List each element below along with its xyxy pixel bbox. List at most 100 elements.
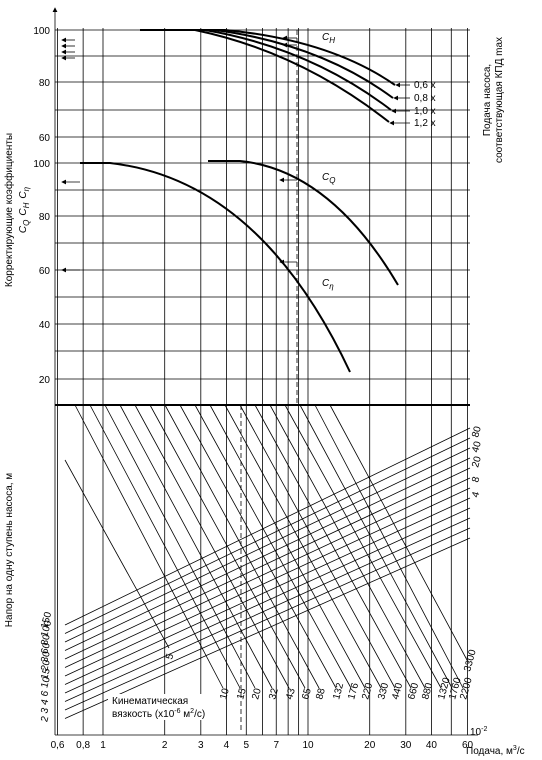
- symbol-sub: Q: [22, 220, 31, 226]
- viscosity-line: [239, 404, 396, 689]
- x-tick-label: 30: [400, 740, 412, 751]
- x-tick-label: 7: [273, 740, 279, 751]
- x-axis-title: Подача, м3/с: [466, 745, 525, 757]
- head-line: [64, 447, 471, 643]
- viscosity-label: 660: [406, 681, 421, 700]
- right-axis-title: соответствующая КПД max: [494, 37, 505, 163]
- x-tick-label: 2: [162, 740, 168, 751]
- symbol-sub: η: [22, 186, 31, 191]
- viscosity-label: 220: [360, 681, 375, 700]
- head-line: [64, 467, 471, 660]
- viscosity-label: 15: [235, 687, 249, 701]
- symbol-main: C: [322, 172, 330, 183]
- caption-part: /с): [194, 709, 205, 720]
- viscosity-line: [179, 404, 337, 689]
- head-label-left: 60: [39, 641, 53, 655]
- head-line: [64, 487, 471, 677]
- head-label-right: 80: [470, 425, 484, 439]
- symbol-main: C: [322, 32, 330, 43]
- viscosity-label: 880: [420, 681, 435, 700]
- viscosity-line: [314, 404, 464, 689]
- head-axis-title: Напор на одну ступень насоса, м: [4, 473, 15, 627]
- viscosity-label: 32: [267, 687, 281, 701]
- head-line: [64, 517, 471, 702]
- viscosity-label: 132: [331, 681, 346, 700]
- flow-label: 1,0 x: [414, 106, 436, 117]
- y-tick-label: 100: [33, 26, 50, 37]
- flow-label: 0,6 x: [414, 80, 436, 91]
- head-label-right: 8: [470, 475, 482, 484]
- viscosity-line: [284, 404, 442, 689]
- head-title: Напор на одну ступень насоса, м: [4, 473, 15, 627]
- x-tick-label: 4: [224, 740, 230, 751]
- head-label-left: 150: [39, 610, 54, 629]
- head-line: [64, 477, 471, 668]
- caption-exp: 2: [190, 708, 194, 715]
- x-tick-label: 40: [426, 740, 438, 751]
- viscosity-line: [64, 459, 170, 649]
- caption-exp: -6: [174, 708, 180, 715]
- viscosity-line: [329, 404, 468, 661]
- x-tick-label: 0,8: [76, 740, 90, 751]
- caption-bg: [108, 694, 212, 720]
- viscosity-label: 20: [250, 687, 264, 701]
- viscosity-line: [269, 404, 426, 689]
- x-tick-label: 10: [302, 740, 314, 751]
- head-line: [64, 507, 471, 694]
- head-label-right: 4: [470, 490, 482, 499]
- caption-line: вязкость (x10-6 м2/с): [112, 708, 205, 720]
- head-label-right: 40: [470, 440, 484, 454]
- x-tick-label: 20: [364, 740, 376, 751]
- x-tick-label: 60: [462, 740, 474, 751]
- viscosity-line: [89, 404, 241, 689]
- symbol-main: C: [322, 278, 330, 289]
- viscosity-line: [194, 404, 352, 689]
- head-label-left: 100: [39, 619, 54, 638]
- symbol-sub: η: [329, 282, 334, 291]
- viscosity-line: [209, 404, 366, 689]
- caption-line: Кинематическая: [112, 696, 188, 707]
- head-label-left: 10: [39, 675, 53, 689]
- symbol-sub: Q: [329, 176, 335, 185]
- mult-base: 10: [470, 727, 482, 738]
- viscosity-line: [119, 404, 273, 689]
- x-tick-label: 3: [198, 740, 204, 751]
- flow-label: 1,2 x: [414, 118, 436, 129]
- symbol-sub: H: [329, 36, 335, 45]
- viscosity-label: 5: [164, 652, 176, 661]
- viscosity-label: 10: [218, 687, 232, 701]
- viscosity-line: [149, 404, 306, 689]
- viscosity-label: 65: [300, 687, 314, 701]
- arrows: [61, 35, 297, 273]
- head-label-left: 15: [39, 667, 53, 681]
- viscosity-label: 43: [284, 687, 298, 701]
- x-tick-label: 0,6: [51, 740, 65, 751]
- y-tick-label: 100: [33, 159, 50, 170]
- viscosity-line: [134, 404, 290, 689]
- head-line: [64, 457, 471, 651]
- caption-part: вязкость (x10: [112, 709, 175, 720]
- head-label-left: 4: [39, 698, 51, 707]
- symbol-sub: H: [22, 202, 31, 208]
- title-text: /с: [517, 746, 525, 757]
- flow-label: 0,8 x: [414, 93, 436, 104]
- y-tick-label: 20: [39, 375, 51, 386]
- right-axis-title: Подача насоса,: [482, 64, 493, 136]
- x-multiplier: 10-2: [470, 726, 487, 738]
- head-label-right: 20: [470, 455, 484, 469]
- head-line: [64, 427, 471, 626]
- viscosity-line: [164, 404, 320, 689]
- head-line: [64, 437, 471, 634]
- y-tick-label: 40: [39, 320, 51, 331]
- viscosity-label: 176: [346, 681, 361, 700]
- viscosity-label: 440: [390, 681, 405, 700]
- head-line: [64, 527, 471, 711]
- x-tick-label: 5: [244, 740, 250, 751]
- head-line: [64, 497, 471, 685]
- viscosity-line: [254, 404, 412, 689]
- head-label-left: 6: [39, 689, 51, 698]
- head-line: [64, 537, 471, 719]
- title-exp: 3: [513, 745, 517, 752]
